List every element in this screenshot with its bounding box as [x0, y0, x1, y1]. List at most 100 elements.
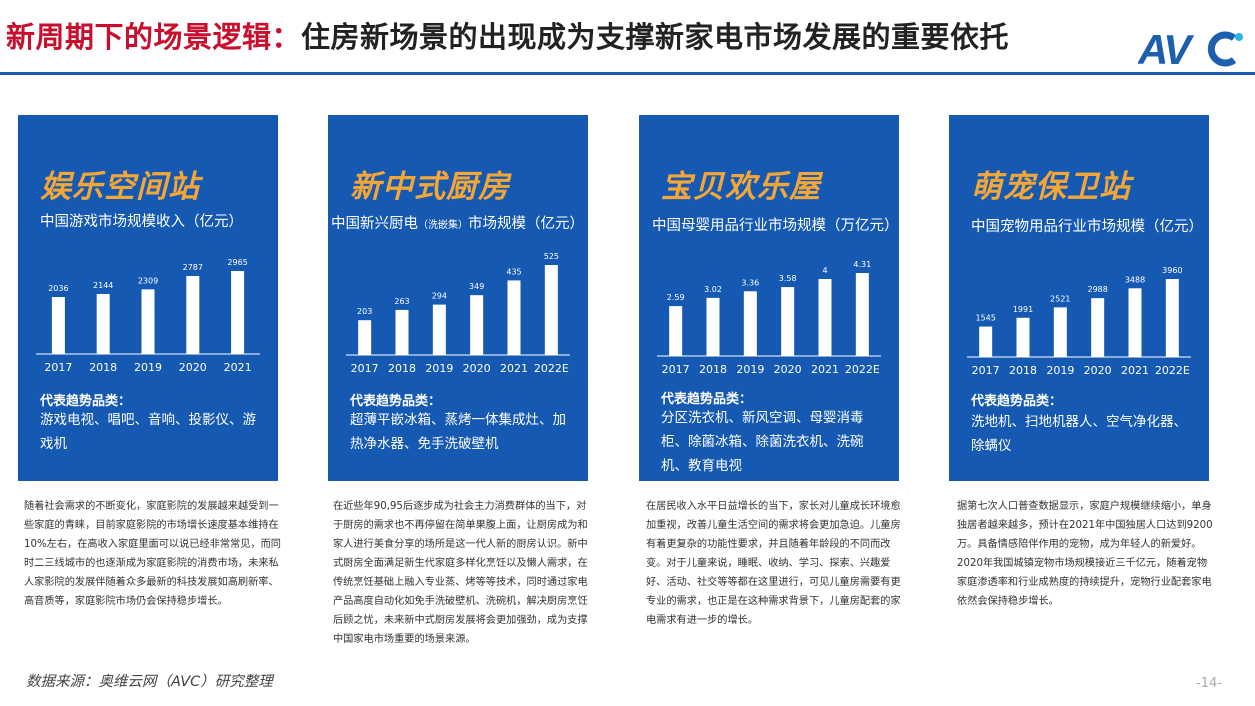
data-source: 数据来源：奥维云网（AVC）研究整理 — [26, 674, 273, 690]
trend-items: 分区洗衣机、新风空调、母婴消毒柜、除菌冰箱、除菌洗衣机、洗碗机、教育电视 — [661, 410, 864, 474]
panel-kitchen: 新中式厨房 中国新兴厨电（洗嵌集）市场规模（亿元） 203 2017 263 2018… — [328, 115, 588, 481]
bar — [544, 265, 558, 355]
bar — [141, 289, 155, 354]
data-label: 2965 — [227, 258, 247, 267]
bar — [669, 306, 683, 356]
chart-subtitle-end: 市场规模（亿元） — [468, 216, 584, 232]
data-label: 2309 — [138, 276, 158, 285]
data-label: 1991 — [1013, 305, 1033, 314]
chart-subtitle: 中国游戏市场规模收入（亿元） — [40, 214, 243, 230]
data-label: 3.58 — [779, 274, 797, 283]
bar — [1128, 288, 1142, 357]
panel-entertainment: 娱乐空间站 中国游戏市场规模收入（亿元） 2036 2017 2144 2018 230… — [18, 115, 278, 481]
data-label: 2144 — [93, 281, 113, 290]
chart-subtitle: 中国母婴用品行业市场规模（万亿元） — [652, 218, 899, 234]
x-tick-label: 2020 — [463, 362, 491, 375]
trend-items: 游戏电视、唱吧、音响、投影仪、游戏机 — [40, 412, 256, 452]
x-tick-label: 2022E — [1155, 364, 1190, 377]
bar — [1053, 307, 1067, 357]
bar — [818, 278, 832, 356]
trend-label: 代表趋势品类： — [350, 394, 442, 409]
bar-chart-games: 2036 2017 2144 2018 2309 2019 2787 2020 2965 2021 — [36, 258, 260, 374]
x-tick-label: 2020 — [179, 361, 207, 374]
data-label: 4 — [822, 266, 827, 275]
bar — [1016, 317, 1030, 357]
panel-heading: 宝贝欢乐屋 — [661, 169, 821, 205]
data-label: 2521 — [1050, 294, 1070, 303]
bar — [743, 291, 757, 356]
data-label: 1545 — [975, 314, 995, 323]
svg-text:AV: AV — [1138, 26, 1194, 70]
data-label: 3.02 — [704, 285, 722, 294]
trend-items: 超薄平嵌冰箱、蒸烤一体集成灶、加热净水器、免手洗破壁机 — [350, 412, 566, 452]
trend-items: 洗地机、扫地机器人、空气净化器、除螨仪 — [971, 414, 1187, 454]
bar — [781, 287, 795, 356]
x-tick-label: 2017 — [972, 364, 1000, 377]
bar — [1091, 298, 1105, 357]
x-tick-label: 2021 — [224, 361, 252, 374]
bar — [51, 297, 65, 354]
data-label: 2787 — [183, 263, 203, 272]
description-kitchen: 在近些年90,95后逐步成为社会主力消费群体的当下，对于厨房的需求也不再停留在简… — [333, 501, 588, 645]
trend-label: 代表趋势品类： — [661, 392, 753, 407]
panel-heading: 萌宠保卫站 — [971, 169, 1131, 205]
x-tick-label: 2018 — [699, 363, 727, 376]
x-tick-label: 2019 — [1046, 364, 1074, 377]
x-tick-label: 2017 — [351, 362, 379, 375]
panel-heading: 娱乐空间站 — [40, 169, 200, 205]
data-label: 2988 — [1087, 285, 1107, 294]
page-title-prefix: 新周期下的场景逻辑： — [6, 20, 302, 54]
bar — [358, 320, 372, 355]
data-label: 2.59 — [667, 293, 685, 302]
trend-label: 代表趋势品类： — [971, 394, 1063, 409]
bar — [507, 280, 521, 355]
data-label: 4.31 — [853, 260, 871, 269]
avc-logo: AV — [1138, 26, 1243, 70]
panel-heading: 新中式厨房 — [350, 169, 510, 205]
bar — [855, 273, 869, 356]
x-tick-label: 2017 — [662, 363, 690, 376]
header-divider — [0, 72, 1255, 75]
x-tick-label: 2021 — [1121, 364, 1149, 377]
data-label: 294 — [432, 292, 447, 301]
page-number: -14- — [1196, 676, 1222, 691]
x-tick-label: 2018 — [1009, 364, 1037, 377]
x-tick-label: 2018 — [89, 361, 117, 374]
chart-subtitle-small: （洗嵌集） — [418, 220, 468, 231]
chart-subtitle: 中国宠物用品行业市场规模（亿元） — [971, 219, 1203, 235]
bar-chart-pet: 1545 2017 1991 2018 2521 2019 2988 2020 3488 2021… — [967, 266, 1191, 377]
data-label: 3488 — [1125, 275, 1145, 284]
chart-subtitle-main: 中国新兴厨电 — [331, 216, 418, 232]
data-label: 2036 — [48, 284, 68, 293]
bar — [432, 304, 446, 355]
x-tick-label: 2020 — [774, 363, 802, 376]
description-pet: 据第七次人口普查数据显示，家庭户规模继续缩小，单身独居者越来越多，预计在2021… — [957, 501, 1213, 607]
bar-chart-kitchen: 203 2017 263 2018 294 2019 349 2020 435 2021 525 20… — [346, 252, 570, 375]
x-tick-label: 2021 — [811, 363, 839, 376]
x-tick-label: 2021 — [500, 362, 528, 375]
description-baby: 在居民收入水平日益增长的当下，家长对儿童成长环境愈加重视，改善儿童生活空间的需求… — [646, 501, 901, 626]
bar — [96, 293, 110, 354]
data-label: 263 — [394, 297, 409, 306]
x-tick-label: 2019 — [134, 361, 162, 374]
data-label: 525 — [544, 252, 559, 261]
x-tick-label: 2017 — [44, 361, 72, 374]
bar — [231, 271, 245, 354]
x-tick-label: 2020 — [1084, 364, 1112, 377]
data-label: 435 — [506, 267, 521, 276]
bar — [470, 295, 484, 355]
bar — [706, 297, 720, 356]
x-tick-label: 2022E — [534, 362, 569, 375]
bar — [1165, 279, 1179, 357]
x-tick-label: 2019 — [425, 362, 453, 375]
chart-subtitle: 中国新兴厨电（洗嵌集）市场规模（亿元） — [331, 212, 584, 233]
bar — [979, 326, 993, 357]
data-label: 349 — [469, 282, 484, 291]
description-entertainment: 随着社会需求的不断变化，家庭影院的发展越来越受到一些家庭的青睐，目前家庭影院的市… — [24, 501, 281, 607]
x-tick-label: 2018 — [388, 362, 416, 375]
page-title-main: 住房新场景的出现成为支撑新家电市场发展的重要依托 — [301, 20, 1010, 54]
trend-label: 代表趋势品类： — [40, 394, 132, 409]
x-tick-label: 2022E — [845, 363, 880, 376]
bar — [395, 309, 409, 355]
panel-pet: 萌宠保卫站 中国宠物用品行业市场规模（亿元） 1545 2017 1991 2018 2… — [949, 115, 1209, 481]
